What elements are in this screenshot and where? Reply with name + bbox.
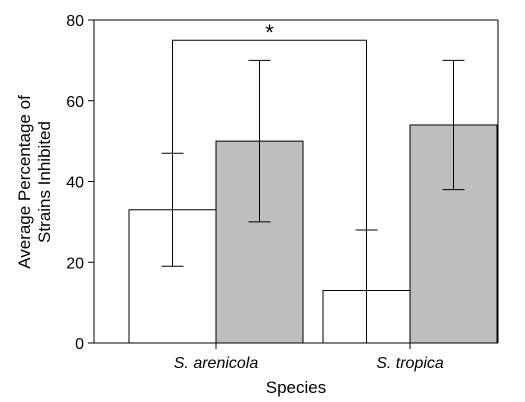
y-tick-label: 20 [66, 255, 84, 272]
y-axis-title-line-1: Average Percentage of [15, 95, 34, 269]
significance-bracket-line [172, 39, 367, 230]
y-axis-title: Average Percentage of Strains Inhibited [15, 95, 54, 269]
y-tick-label: 80 [66, 13, 84, 30]
bars-group [128, 124, 498, 344]
y-tick-label: 0 [75, 336, 84, 353]
error-bars-group [161, 59, 465, 344]
y-tick-label: 40 [66, 175, 84, 192]
y-tick-label: 60 [66, 94, 84, 111]
y-ticks-group: 0 20 40 60 80 [66, 13, 94, 353]
x-ticks-group: S. arenicola S. tropica [174, 343, 444, 372]
x-category-label: S. tropica [376, 355, 444, 372]
significance-star: * [265, 20, 274, 45]
y-axis-title-line-2: Strains Inhibited [35, 121, 54, 243]
x-category-label: S. arenicola [174, 355, 259, 372]
x-axis-title: Species [266, 378, 326, 397]
significance-bracket: * [172, 20, 367, 230]
